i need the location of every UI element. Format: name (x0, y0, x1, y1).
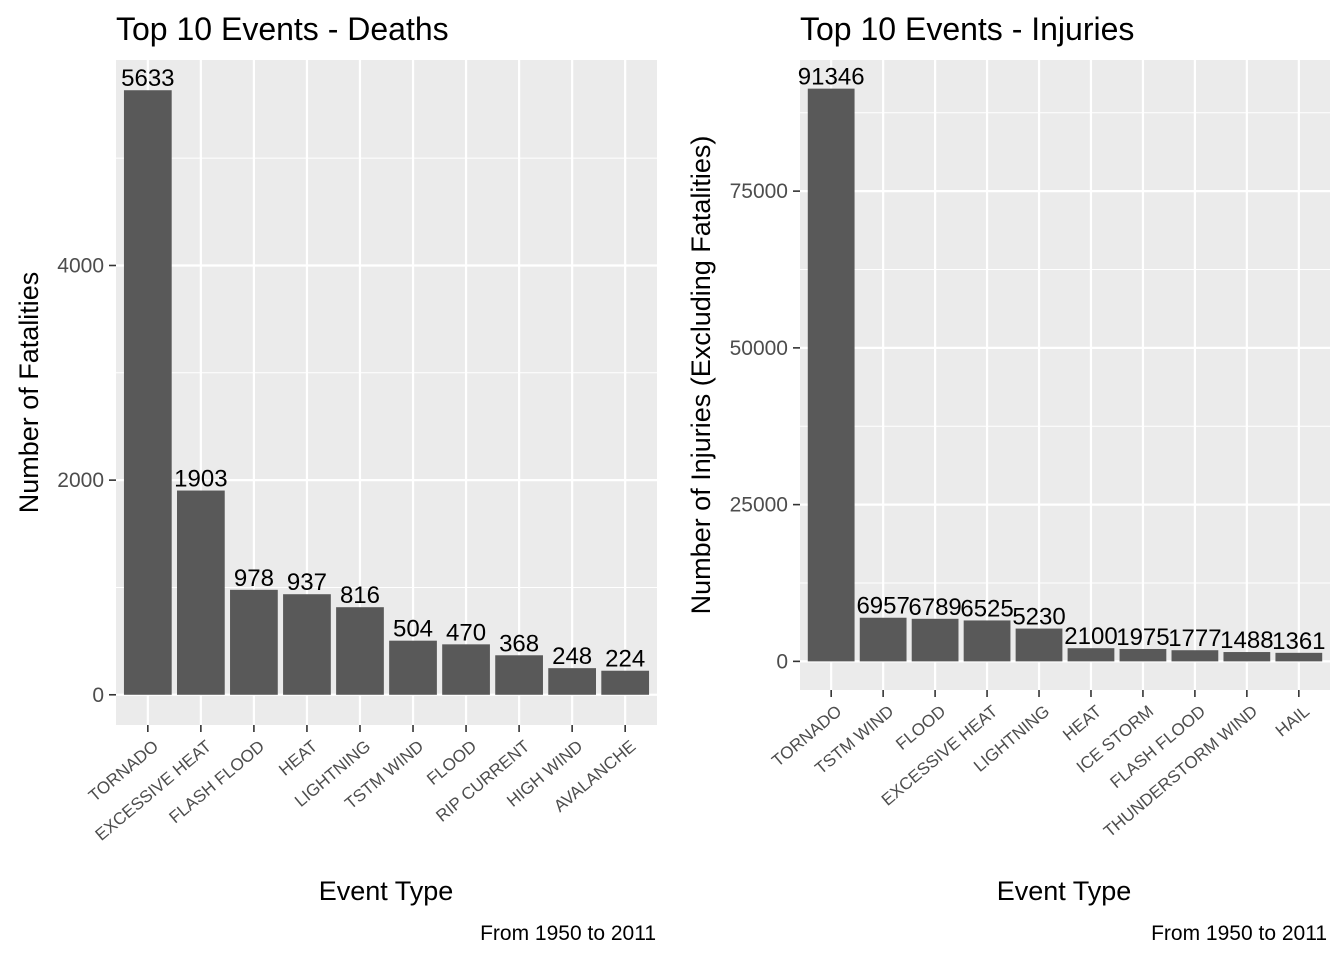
x-tick-label: HEAT (1059, 702, 1105, 745)
data-label: 1361 (1272, 628, 1325, 655)
bar-flood (442, 644, 490, 695)
chart-injuries: 91346 69576789652552302100197517771488136… (686, 11, 1330, 945)
data-label: 6957 (856, 593, 909, 620)
chart-title: Top 10 Events - Injuries (800, 11, 1134, 47)
chart-title: Top 10 Events - Deaths (116, 11, 449, 47)
data-label: 248 (552, 643, 592, 670)
bar-thunderstorm-wind (1223, 652, 1271, 662)
chart-caption: From 1950 to 2011 (1151, 922, 1327, 945)
bar-excessive-heat (176, 490, 225, 695)
bar-avalanche (601, 670, 650, 695)
y-tick-label: 0 (92, 684, 104, 707)
data-label: 1903 (174, 466, 227, 493)
bar-rip-current (495, 655, 543, 695)
bar-tornado (123, 90, 172, 695)
bar-heat (1067, 648, 1115, 662)
data-label: 5633 (121, 65, 174, 92)
bar-heat (283, 594, 331, 695)
data-label: 6789 (908, 594, 961, 621)
bar-lightning (336, 607, 384, 695)
bar-hail (1275, 652, 1323, 662)
y-axis: 0 25000 50000 75000 (730, 180, 800, 673)
panel-background (800, 60, 1330, 690)
x-axis-title: Event Type (319, 876, 454, 906)
y-tick-label: 4000 (57, 254, 104, 277)
data-label: 1488 (1220, 627, 1273, 654)
y-tick-label: 25000 (730, 494, 788, 517)
bar-lightning (1015, 628, 1063, 662)
gridlines (800, 60, 1330, 690)
x-axis-title: Event Type (997, 876, 1132, 906)
y-axis-title: Number of Injuries (Excluding Fatalities… (686, 136, 716, 615)
data-label: 2100 (1064, 623, 1117, 650)
y-tick-label: 75000 (730, 180, 788, 203)
bar-high-wind (548, 668, 597, 695)
x-tick-label: HAIL (1272, 702, 1313, 741)
chart-deaths: 5633 1903 978 937 816 504 470 368 248 224 0 2000 40… (14, 11, 657, 945)
y-axis-title: Number of Fatalities (14, 272, 44, 514)
data-label: 1777 (1168, 625, 1221, 652)
data-labels: 91346 69576789652552302100197517771488136… (798, 64, 1326, 655)
bar-ice-storm (1119, 648, 1167, 662)
x-tick-label: RIP CURRENT (432, 737, 533, 826)
data-label: 470 (446, 619, 486, 646)
data-label: 937 (287, 569, 327, 596)
data-label: 368 (499, 630, 539, 657)
bars (123, 90, 650, 695)
data-label: 6525 (960, 595, 1013, 622)
data-labels: 5633 1903 978 937 816 504 470 368 248 224 (121, 65, 645, 673)
y-tick-label: 2000 (57, 469, 104, 492)
data-label: 1975 (1116, 624, 1169, 651)
data-label: 504 (393, 616, 433, 643)
x-tick-label: FLASH FLOOD (165, 737, 268, 827)
bar-excessive-heat (963, 620, 1011, 662)
bar-tstm-wind (389, 640, 437, 695)
y-tick-label: 0 (776, 650, 788, 673)
bar-tstm-wind (859, 617, 907, 662)
bar-tornado (807, 88, 855, 662)
data-label: 91346 (798, 64, 865, 91)
bar-flash-flood (1171, 650, 1219, 662)
bar-flood (911, 618, 959, 662)
bars (807, 88, 1323, 662)
data-label: 816 (340, 582, 380, 609)
data-label: 978 (234, 565, 274, 592)
bar-flash-flood (230, 589, 278, 695)
data-label: 5230 (1012, 604, 1065, 631)
chart-caption: From 1950 to 2011 (480, 922, 656, 945)
y-tick-label: 50000 (730, 337, 788, 360)
x-tick-label: HEAT (275, 737, 321, 780)
data-label: 224 (605, 646, 645, 673)
y-axis: 0 2000 4000 (57, 254, 116, 707)
